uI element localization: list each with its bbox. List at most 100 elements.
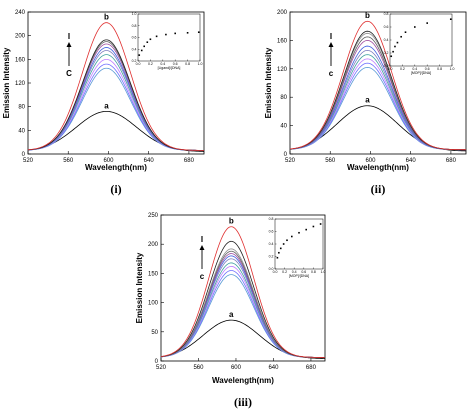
y-axis-label: Emission Intensity (2, 47, 11, 118)
x-tick-label: 520 (156, 365, 167, 371)
x-tick-label: 520 (285, 158, 296, 164)
chart-panel-2: 520 560 600 640 680 0 40 80 120 160 200 Wavelength(… (264, 10, 467, 196)
chart-panel-1: 520 560 600 640 680 0 40 80 120 160 200 240 Waveleng… (2, 10, 205, 196)
x-tick-label: 520 (23, 158, 34, 164)
y-tick-label: 120 (15, 81, 26, 87)
inset-x-tick-label: 0.6 (425, 67, 430, 71)
inset-data-point (278, 251, 280, 254)
y-tick-label: 80 (280, 95, 287, 101)
inset-y-tick-label: 0.4 (269, 242, 274, 246)
inset-x-tick-label: 0.0 (388, 67, 393, 71)
arrow-label-top: I (201, 235, 203, 244)
inset-data-point (286, 239, 288, 242)
inset-plot: 0.0 0.2 0.4 0.6 0.8 1.00.00.20.40.60.8[MOP]/[… (384, 12, 455, 75)
inset-y-tick-label: 0.6 (384, 25, 389, 29)
inset-y-tick-label: 0.2 (269, 255, 274, 259)
x-tick-label: 600 (103, 158, 114, 164)
curve-label-b: b (365, 11, 370, 20)
inset-data-point (165, 33, 167, 36)
inset-y-tick-label: 0.2 (384, 51, 389, 55)
inset-y-tick-label: 0.8 (269, 217, 274, 221)
inset-x-tick-label: 0.8 (311, 270, 316, 274)
inset-frame (389, 13, 453, 67)
inset-x-tick-label: 0.2 (148, 62, 153, 66)
arrow-label-top: I (330, 32, 332, 41)
inset-x-tick-label: 0.6 (301, 270, 306, 274)
inset-data-point (146, 41, 149, 43)
y-tick-label: 80 (18, 105, 25, 111)
increase-arrow-head (199, 245, 205, 250)
inset-data-point (396, 41, 399, 44)
arrow-label-bottom: C (66, 69, 72, 78)
curve-label-b: b (229, 217, 234, 226)
emission-curve-4 (27, 58, 204, 151)
y-tick-label: 200 (15, 34, 26, 40)
inset-x-tick-label: 0.6 (173, 62, 178, 66)
x-tick-label: 640 (144, 158, 155, 164)
x-tick-label: 600 (231, 365, 242, 371)
inset-x-tick-label: 0.8 (437, 67, 442, 71)
arrow-label-bottom: c (200, 272, 205, 281)
inset-x-axis-label: [MOP]/[DNA] (289, 274, 309, 278)
emission-curve-11 (27, 22, 205, 151)
inset-data-point (186, 32, 189, 34)
inset-data-point (138, 54, 141, 56)
panel-label: (ii) (371, 182, 386, 196)
y-tick-label: 0 (22, 152, 26, 158)
inset-data-point (426, 22, 428, 24)
inset-x-tick-label: 0.2 (400, 67, 405, 71)
inset-frame (137, 13, 201, 62)
inset-data-point (319, 223, 322, 225)
x-axis-label: Wavelength(nm) (85, 163, 147, 172)
emission-curve-1 (27, 111, 205, 152)
inset-data-point (276, 256, 279, 259)
x-tick-label: 680 (446, 158, 457, 164)
inset-y-tick-label: 0.2 (132, 59, 137, 63)
y-tick-label: 120 (277, 67, 288, 73)
inset-x-tick-label: 1.0 (198, 62, 203, 66)
x-tick-label: 680 (184, 158, 195, 164)
x-tick-label: 560 (193, 365, 204, 371)
x-axis-label: Wavelength(nm) (212, 376, 274, 385)
y-tick-label: 50 (151, 330, 158, 336)
inset-data-point (394, 45, 396, 48)
inset-x-axis-label: [Ligand]/[DNA] (158, 66, 181, 70)
plot-frame (289, 11, 467, 155)
inset-y-tick-label: 1.0 (132, 12, 137, 16)
inset-data-point (282, 243, 285, 245)
inset-plot: 0.0 0.2 0.4 0.6 0.8 1.00.00.20.40.60.8[MOP]/[… (269, 217, 326, 278)
emission-curve-1 (289, 105, 467, 152)
inset-data-point (149, 38, 152, 41)
inset-y-tick-label: 0.0 (384, 64, 389, 68)
arrow-label-bottom: c (329, 69, 334, 78)
inset-x-tick-label: 1.0 (321, 270, 326, 274)
inset-data-point (143, 45, 145, 48)
inset-x-tick-label: 0.4 (412, 67, 417, 71)
x-axis-label: Wavelength(nm) (347, 163, 409, 172)
inset-x-tick-label: 0.2 (282, 270, 287, 274)
y-axis-label: Emission Intensity (135, 252, 144, 323)
inset-plot: 0.0 0.2 0.4 0.6 0.8 1.00.20.40.60.81.0[Ligand… (132, 12, 203, 70)
inset-data-point (140, 49, 143, 52)
inset-y-tick-label: 0.8 (132, 24, 137, 28)
inset-x-axis-label: [MOP]/[DNA] (411, 71, 431, 75)
curve-label-a: a (104, 101, 109, 110)
inset-x-tick-label: 1.0 (450, 67, 455, 71)
inset-x-tick-label: 0.4 (292, 270, 297, 274)
inset-x-tick-label: 0.8 (185, 62, 190, 66)
plot-frame (160, 214, 326, 362)
x-tick-label: 560 (63, 158, 74, 164)
y-tick-label: 0 (155, 359, 159, 365)
x-tick-label: 600 (365, 158, 376, 164)
inset-data-point (414, 26, 416, 28)
inset-data-point (279, 247, 282, 250)
y-tick-label: 100 (148, 301, 159, 307)
increase-arrow-head (328, 42, 334, 47)
emission-curve-1 (160, 319, 326, 359)
y-axis-label: Emission Intensity (264, 47, 273, 118)
x-tick-label: 680 (306, 365, 317, 371)
y-tick-label: 40 (280, 124, 287, 130)
inset-data-point (392, 50, 394, 53)
inset-y-tick-label: 0.4 (384, 38, 389, 42)
